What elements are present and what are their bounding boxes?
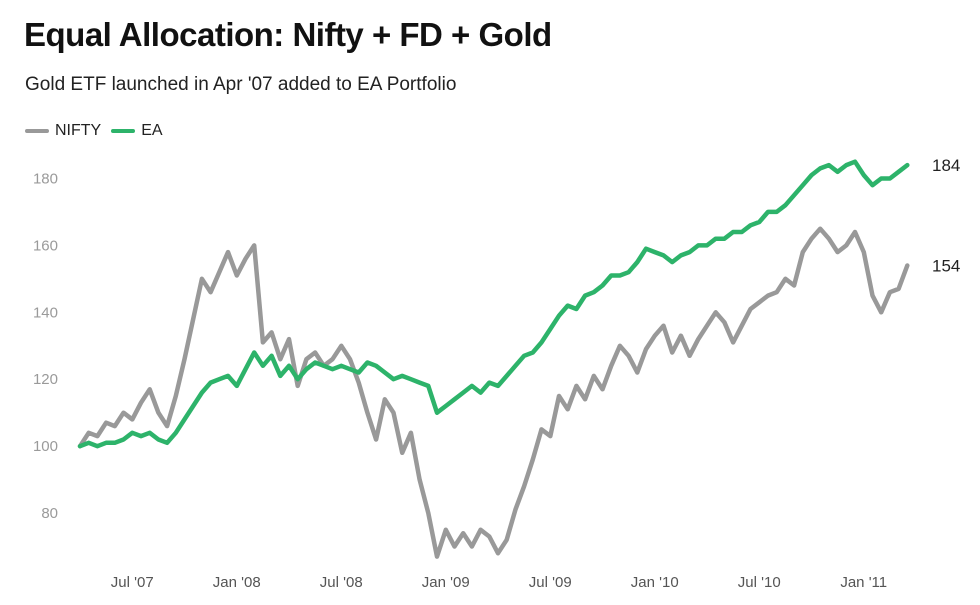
- y-tick-label: 160: [33, 237, 58, 254]
- end-label-nifty: 154: [932, 256, 960, 275]
- legend-swatch-nifty: [25, 129, 49, 133]
- series-line-ea: [77, 159, 910, 449]
- legend-item-nifty: NIFTY: [25, 122, 101, 140]
- end-label-ea: 184: [932, 156, 960, 175]
- x-tick-label: Jan '08: [213, 574, 261, 591]
- legend-label-nifty: NIFTY: [55, 122, 102, 139]
- x-tick-label: Jul '09: [529, 574, 572, 591]
- y-tick-label: 100: [33, 438, 58, 455]
- y-tick-label: 140: [33, 304, 58, 321]
- x-tick-label: Jul '10: [738, 574, 781, 591]
- y-tick-label: 120: [33, 371, 58, 388]
- legend-swatch-ea: [111, 129, 136, 133]
- y-tick-label: 180: [33, 170, 58, 187]
- y-tick-label: 80: [41, 505, 58, 522]
- x-tick-label: Jul '07: [111, 574, 154, 591]
- legend-item-ea: EA: [111, 122, 163, 140]
- series-line-nifty: [77, 226, 910, 559]
- chart-subtitle: Gold ETF launched in Apr '07 added to EA…: [25, 74, 457, 95]
- x-axis: Jul '07 Jan '08 Jul '08 Jan '09 Jul '09 Jan '…: [111, 574, 887, 591]
- y-axis: 80 100 120 140 160 180: [33, 170, 58, 522]
- legend-label-ea: EA: [141, 122, 163, 139]
- legend: NIFTY EA: [25, 122, 173, 140]
- x-tick-label: Jan '10: [631, 574, 679, 591]
- x-tick-label: Jan '09: [422, 574, 470, 591]
- x-tick-label: Jan '11: [840, 574, 887, 591]
- series-lines: [77, 159, 910, 559]
- end-labels: 154 184: [932, 156, 960, 275]
- chart-title: Equal Allocation: Nifty + FD + Gold: [24, 16, 552, 53]
- x-tick-label: Jul '08: [320, 574, 363, 591]
